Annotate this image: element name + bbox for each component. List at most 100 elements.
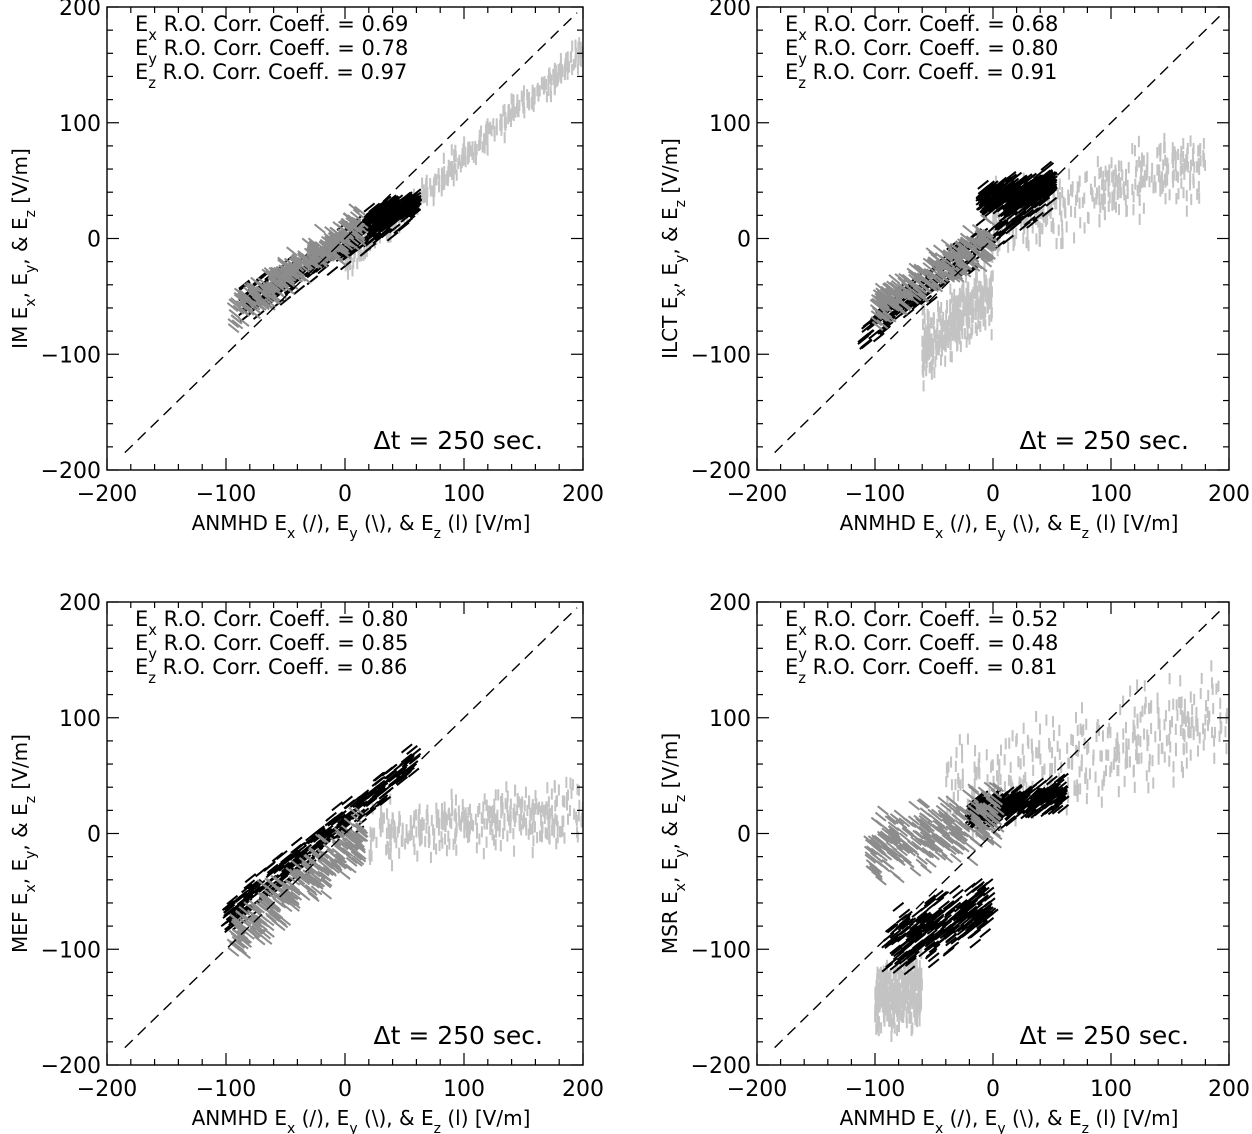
- data-point-ex: [244, 873, 257, 884]
- corr-coeff-annotation: Ez R.O. Corr. Coeff. = 0.97: [135, 60, 407, 92]
- data-point-ey: [934, 267, 947, 278]
- data-point-ey: [249, 309, 261, 320]
- data-point-ex: [293, 284, 306, 295]
- data-point-ey: [305, 886, 318, 896]
- data-point-ex: [861, 322, 874, 333]
- data-point-ey: [255, 281, 268, 292]
- data-point-ey: [308, 846, 321, 857]
- data-point-ey: [870, 316, 883, 327]
- data-point-ex: [1023, 189, 1036, 200]
- data-point-ex: [1025, 181, 1037, 192]
- data-point-ex: [1011, 212, 1024, 223]
- data-point-ex: [1012, 193, 1025, 204]
- data-point-ey: [931, 282, 944, 293]
- data-point-ey: [248, 292, 261, 303]
- data-point-ex: [395, 766, 408, 777]
- x-tick-label: 0: [338, 1077, 352, 1102]
- data-point-ey: [909, 270, 922, 281]
- data-point-ex: [1041, 207, 1054, 218]
- data-point-ey: [886, 280, 898, 291]
- data-point-ex: [1031, 192, 1044, 203]
- data-point-ex: [243, 889, 255, 900]
- data-point-ey: [242, 305, 255, 316]
- data-point-ey: [279, 267, 292, 278]
- data-point-ey: [297, 869, 310, 879]
- data-point-ex: [406, 745, 418, 755]
- data-point-ex: [360, 223, 372, 234]
- data-point-ey: [331, 852, 344, 863]
- data-point-ex: [904, 956, 917, 967]
- data-point-ey: [913, 263, 926, 274]
- data-point-ey: [962, 224, 974, 235]
- data-point-ey: [354, 832, 367, 843]
- data-point-ey: [263, 884, 276, 895]
- x-tick-label: 200: [1208, 482, 1250, 507]
- y-tick-label: −100: [41, 343, 101, 368]
- data-point-ey: [227, 318, 240, 329]
- data-point-ey: [937, 271, 950, 282]
- y-tick-label: −200: [691, 459, 751, 484]
- data-point-ex: [1037, 175, 1050, 186]
- data-point-ex: [297, 847, 310, 858]
- data-point-ey: [349, 211, 362, 222]
- data-point-ey: [240, 915, 252, 926]
- data-point-ey: [966, 242, 979, 252]
- data-point-ey: [880, 285, 893, 296]
- data-point-ey: [258, 899, 271, 910]
- data-point-ey: [273, 876, 286, 887]
- data-point-ey: [322, 843, 335, 854]
- data-point-ey: [902, 289, 914, 300]
- corr-coeff-annotation: Ey R.O. Corr. Coeff. = 0.85: [135, 631, 408, 663]
- data-point-ex: [948, 884, 961, 895]
- data-point-ey: [338, 232, 351, 242]
- data-point-ex: [998, 179, 1011, 190]
- data-point-ex: [271, 852, 284, 863]
- data-point-ex: [369, 785, 382, 796]
- data-point-ey: [942, 257, 955, 268]
- panel-mef: −200 −100 0 100 200 −200 −100 0 100 200 Ex R.O. Co…: [8, 591, 604, 1134]
- data-point-ey: [889, 281, 902, 292]
- reference-line-y-equals-x: [124, 607, 578, 1049]
- data-point-ey: [248, 918, 261, 929]
- y-tick-label: 100: [59, 707, 101, 732]
- data-point-ey: [272, 897, 285, 908]
- data-point-ex: [1019, 221, 1031, 232]
- data-point-ey: [898, 301, 911, 312]
- data-point-ey: [261, 268, 274, 279]
- data-point-ey: [283, 284, 295, 295]
- data-point-ex: [369, 232, 382, 242]
- data-point-ex: [1001, 210, 1014, 221]
- data-point-ex: [364, 807, 377, 818]
- data-point-ex: [379, 212, 392, 223]
- data-point-ex: [934, 920, 947, 931]
- data-point-ey: [340, 824, 353, 835]
- data-point-ex: [266, 863, 279, 874]
- data-point-ey: [891, 288, 904, 299]
- x-tick-label: −100: [196, 482, 256, 507]
- x-tick-label: −100: [196, 1077, 256, 1102]
- data-point-ex: [388, 223, 401, 234]
- corr-coeff-annotation: Ez R.O. Corr. Coeff. = 0.86: [135, 655, 407, 687]
- series-ey: [226, 203, 369, 334]
- data-point-ex: [1002, 234, 1015, 245]
- data-point-ey: [269, 281, 281, 292]
- data-point-ey: [907, 270, 920, 281]
- data-point-ex: [401, 217, 413, 228]
- data-point-ey: [330, 861, 343, 872]
- data-point-ey: [250, 903, 263, 914]
- data-point-ex: [372, 771, 385, 782]
- data-point-ey: [231, 319, 244, 330]
- data-point-ey: [940, 250, 953, 261]
- data-point-ex: [977, 190, 989, 201]
- data-point-ex: [355, 795, 368, 806]
- data-point-ex: [257, 883, 270, 894]
- data-point-ey: [328, 242, 340, 253]
- data-point-ey: [342, 220, 354, 231]
- data-point-ey: [300, 862, 313, 873]
- data-point-ex: [859, 339, 871, 350]
- data-point-ey: [876, 295, 888, 306]
- data-point-ey: [270, 874, 283, 885]
- data-point-ey: [925, 280, 937, 291]
- data-point-ey: [913, 276, 925, 287]
- data-point-ey: [226, 302, 239, 313]
